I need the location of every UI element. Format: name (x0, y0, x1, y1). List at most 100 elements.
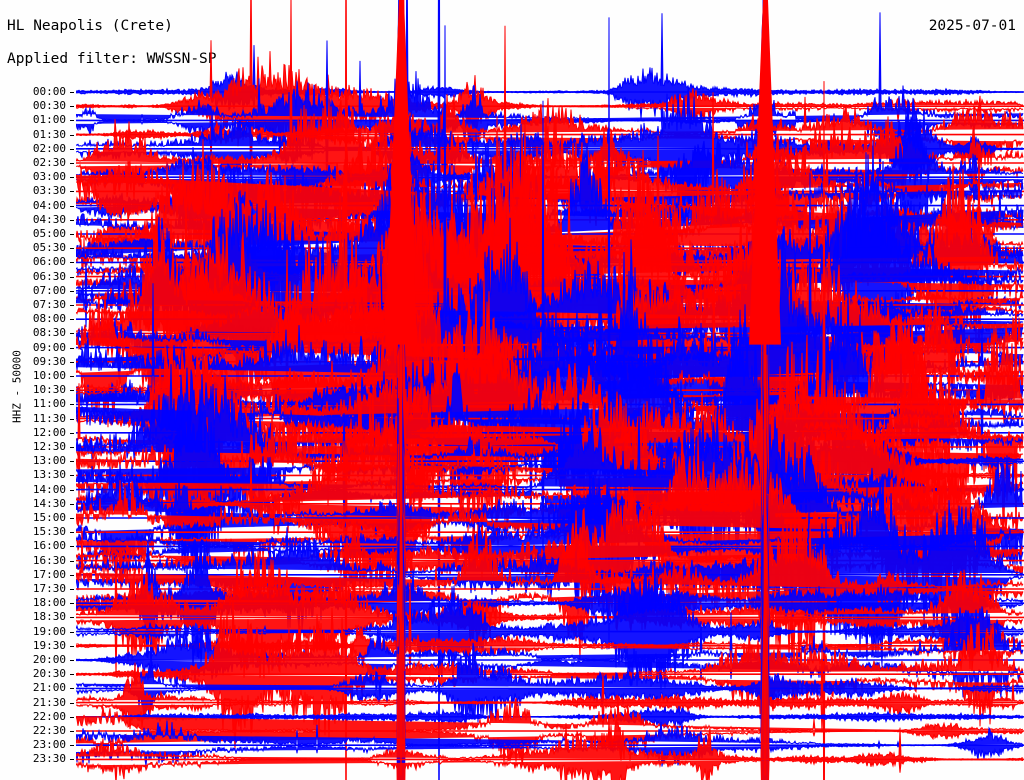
trace-upper-envelope (76, 204, 1024, 504)
time-axis-tick (70, 333, 74, 335)
time-axis-label: 16:00 (32, 539, 66, 553)
trace-lower-envelope (76, 105, 1024, 507)
trace-lower-envelope (76, 730, 1024, 780)
time-axis-tick (70, 319, 74, 321)
trace-row (76, 129, 1024, 780)
time-axis-label: 06:30 (32, 269, 66, 283)
trace-upper-envelope (76, 0, 1024, 419)
time-axis-tick (70, 503, 74, 505)
time-axis-tick (70, 276, 74, 278)
time-axis-tick (70, 560, 74, 562)
time-axis-tick (70, 432, 74, 434)
trace-fill (76, 163, 1023, 780)
trace-lower-envelope (76, 120, 1024, 426)
time-axis-label: 02:00 (32, 141, 66, 155)
time-axis-tick (70, 674, 74, 676)
time-axis-tick (70, 404, 74, 406)
time-axis-label: 17:30 (32, 582, 66, 595)
time-axis-label: 14:30 (32, 496, 66, 510)
time-axis-tick (70, 390, 74, 392)
time-axis-tick (70, 532, 74, 534)
trace-upper-envelope (76, 0, 1024, 575)
trace-row (76, 388, 1024, 780)
time-axis-label: 13:00 (32, 454, 66, 468)
time-axis-label: 00:30 (32, 99, 66, 113)
time-axis-label: 08:00 (32, 312, 66, 326)
time-axis-tick (70, 745, 74, 747)
time-axis-tick (70, 106, 74, 108)
time-axis-label: 22:00 (32, 709, 66, 723)
time-axis-label: 23:00 (32, 738, 66, 752)
time-axis-label: 05:30 (32, 241, 66, 255)
time-axis-tick (70, 716, 74, 718)
time-axis-label: 13:30 (32, 468, 66, 482)
time-axis-tick (70, 603, 74, 605)
time-axis-tick (70, 205, 74, 207)
trace-upper-envelope (76, 85, 1024, 760)
trace-lower-envelope (76, 688, 1024, 780)
event-spike-wedge (385, 0, 417, 345)
time-axis-label: 10:30 (32, 383, 66, 397)
time-axis-label: 08:30 (32, 326, 66, 340)
time-axis-label: 02:30 (32, 156, 66, 169)
time-axis-label: 18:00 (32, 596, 66, 610)
time-axis-label: 12:30 (32, 440, 66, 453)
time-axis-label: 04:00 (32, 198, 66, 212)
time-axis-tick (70, 248, 74, 250)
page-title: HL Neapolis (Crete) (7, 18, 173, 34)
time-axis: 00:00 00:30 01:00 01:30 02:00 02:30 03:00 03:30… (0, 0, 74, 780)
applied-filter-label: Applied filter: WWSSN-SP (7, 51, 217, 67)
time-axis-label: 07:00 (32, 283, 66, 297)
time-axis-label: 14:00 (32, 482, 66, 496)
trace-row (76, 384, 1024, 780)
trace-upper-envelope (76, 104, 1024, 490)
trace-upper-envelope (76, 65, 1024, 689)
trace-upper-envelope (76, 193, 1024, 718)
time-axis-tick (70, 489, 74, 491)
time-axis-label: 11:30 (32, 411, 66, 425)
time-axis-label: 04:30 (32, 212, 66, 226)
time-axis-label: 20:00 (32, 653, 66, 666)
time-axis-tick (70, 589, 74, 590)
time-axis-tick (70, 702, 74, 704)
time-axis-label: 22:30 (32, 724, 66, 737)
time-axis-label: 09:00 (32, 340, 66, 354)
trace-fill (76, 0, 1023, 780)
trace-upper-envelope (76, 0, 1024, 618)
trace-upper-envelope (76, 384, 1024, 704)
time-axis-label: 00:00 (32, 85, 66, 98)
time-axis-tick (70, 347, 74, 349)
time-axis-tick (70, 361, 74, 363)
seismogram-plot (76, 0, 1024, 780)
time-axis-label: 03:00 (32, 170, 66, 184)
seismogram-traces (76, 0, 1024, 780)
time-axis-tick (70, 688, 74, 690)
time-axis-tick (70, 574, 74, 576)
time-axis-tick (70, 376, 74, 377)
time-axis-label: 19:30 (32, 638, 66, 652)
time-axis-tick (70, 518, 74, 519)
time-axis-tick (70, 660, 74, 661)
time-axis-label: 01:30 (32, 127, 66, 141)
time-axis-tick (70, 546, 74, 548)
trace-lower-envelope (76, 702, 1024, 780)
time-axis-label: 01:00 (32, 113, 66, 127)
time-axis-tick (70, 134, 74, 136)
time-axis-tick (70, 163, 74, 164)
time-axis-label: 21:30 (32, 695, 66, 709)
time-axis-label: 15:30 (32, 525, 66, 539)
time-axis-tick (70, 148, 74, 150)
trace-lower-envelope (76, 759, 1023, 780)
time-axis-tick (70, 262, 74, 264)
time-axis-tick (70, 447, 74, 448)
trace-upper-envelope (76, 360, 1024, 675)
time-axis-tick (70, 731, 74, 732)
time-axis-label: 10:00 (32, 369, 66, 382)
time-axis-tick (70, 234, 74, 235)
time-axis-tick (70, 418, 74, 420)
time-axis-tick (70, 92, 74, 93)
time-axis-label: 17:00 (32, 567, 66, 581)
time-axis-label: 12:00 (32, 425, 66, 439)
time-axis-tick (70, 617, 74, 619)
